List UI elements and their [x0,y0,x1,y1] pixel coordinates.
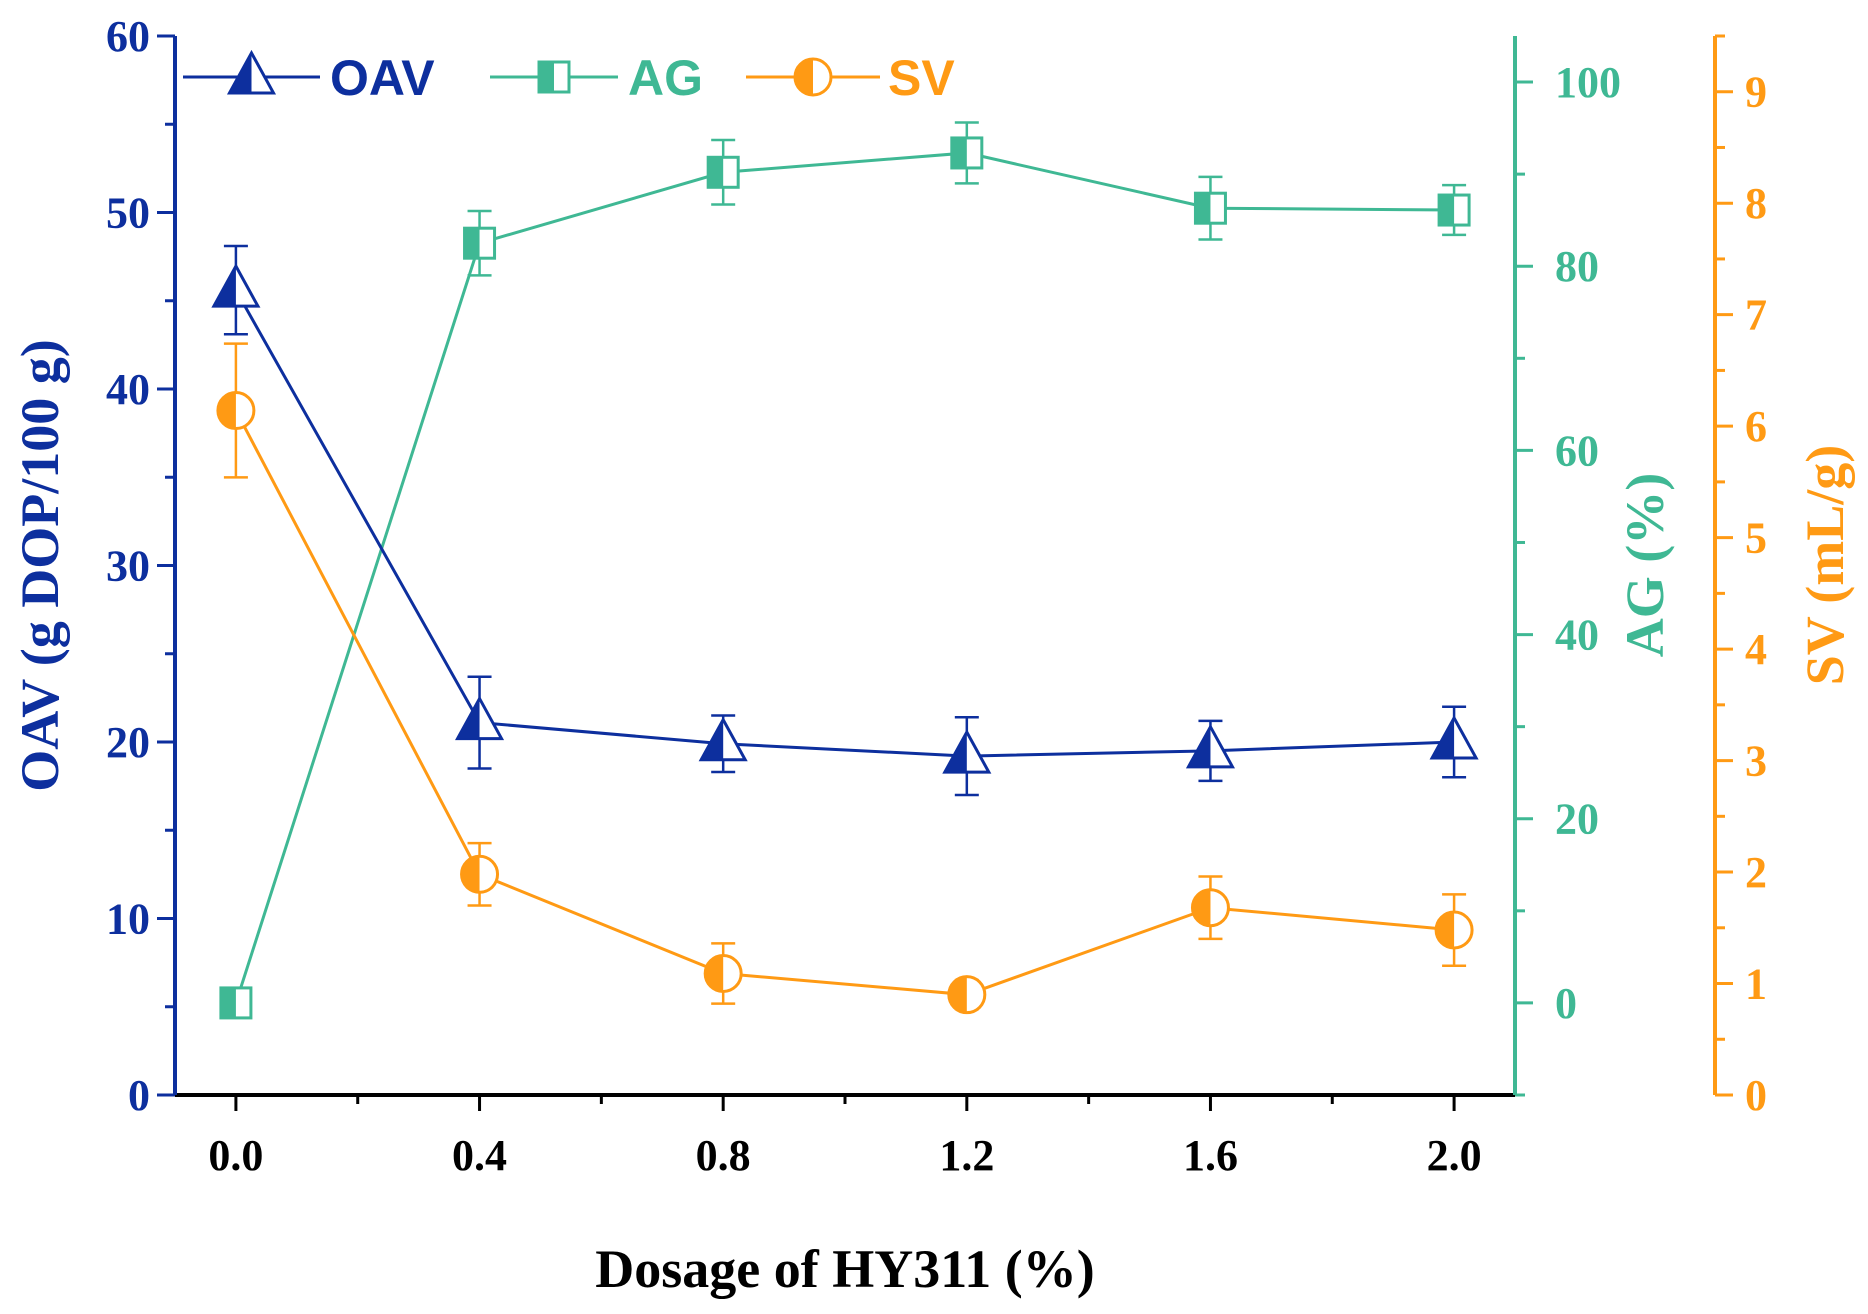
data-point [216,391,256,431]
series-layer [211,121,1479,1020]
marker-fill [1195,193,1211,224]
marker-fill [539,62,554,92]
left-axis-title: OAV (g DOP/100 g) [10,339,70,792]
x-axis-title: Dosage of HY311 (%) [595,1239,1094,1299]
ag-tick-label: 100 [1555,58,1621,107]
left-tick-label: 40 [106,365,150,414]
marker-fill [217,392,236,429]
x-tick-label: 1.6 [1183,1131,1238,1180]
sv-tick-label: 3 [1745,737,1767,786]
marker-fill [213,266,236,307]
marker-fill [464,228,480,259]
legend-label: AG [628,50,703,106]
data-point [460,854,500,894]
series-line [234,409,1455,997]
data-point [706,155,740,189]
left-tick-label: 60 [106,12,150,61]
sv-axis-title: SV (mL/g) [1795,445,1855,686]
series-ag [219,121,1471,1020]
data-point [1190,888,1230,928]
marker-fill [708,157,724,188]
legend: OAV AG SV [183,49,955,106]
ag-tick-label: 60 [1555,426,1599,475]
marker-fill [457,698,480,739]
marker-fill [944,732,967,773]
data-point [1193,191,1227,225]
legend-label: SV [888,50,955,106]
legend-entry-sv: SV [746,50,955,106]
sv-tick-label: 5 [1745,514,1767,563]
data-point [1429,714,1479,760]
marker-fill [461,856,480,893]
marker-fill [701,719,724,760]
legend-entry-ag: AG [490,50,703,106]
data-point [463,226,497,260]
sv-tick-label: 1 [1745,960,1767,1009]
marker-fill [1432,718,1455,758]
legend-marker [537,60,571,94]
sv-tick-label: 2 [1745,848,1767,897]
legend-marker [793,57,833,97]
x-tick-label: 0.8 [696,1131,751,1180]
data-point [942,729,992,774]
marker-fill [951,137,967,168]
marker-fill [229,53,252,93]
series-sv [216,342,1474,1015]
ag-tick-label: 40 [1555,611,1599,660]
marker-fill [1439,195,1455,226]
x-tick-label: 1.2 [939,1131,994,1180]
x-tick-label: 2.0 [1427,1131,1482,1180]
sv-tick-label: 4 [1745,625,1767,674]
marker-fill [795,59,813,95]
sv-tick-label: 0 [1745,1071,1767,1120]
sv-tick-label: 8 [1745,179,1767,228]
marker-fill [1188,726,1211,767]
marker-fill [705,955,724,992]
data-point [211,263,261,308]
legend-entry-oav: OAV [183,49,435,106]
series-oav [211,244,1479,797]
marker-fill [220,987,236,1018]
data-point [947,975,987,1015]
x-tick-label: 0.0 [208,1131,263,1180]
marker-fill [1192,889,1211,926]
data-point [1434,910,1474,950]
marker-fill [1436,912,1455,949]
legend-label: OAV [330,50,435,106]
data-point [219,986,253,1020]
left-tick-label: 20 [106,718,150,767]
ag-tick-label: 80 [1555,242,1599,291]
data-point [455,695,505,741]
ag-tick-label: 0 [1555,979,1577,1028]
data-point [1437,193,1471,227]
left-tick-label: 10 [106,895,150,944]
sv-tick-label: 9 [1745,68,1767,117]
data-point [703,953,743,993]
left-tick-label: 30 [106,542,150,591]
data-point [698,716,748,762]
ag-axis-title: AG (%) [1615,473,1675,657]
legend-marker [226,49,277,95]
left-tick-label: 50 [106,189,150,238]
sv-tick-label: 7 [1745,291,1767,340]
series-line [234,151,1455,1004]
x-tick-label: 0.4 [452,1131,507,1180]
ag-tick-label: 20 [1555,795,1599,844]
marker-fill [948,976,967,1013]
data-point [1185,723,1235,769]
left-tick-label: 0 [128,1071,150,1120]
sv-tick-label: 6 [1745,402,1767,451]
series-line [234,289,1455,758]
data-point [950,136,984,170]
